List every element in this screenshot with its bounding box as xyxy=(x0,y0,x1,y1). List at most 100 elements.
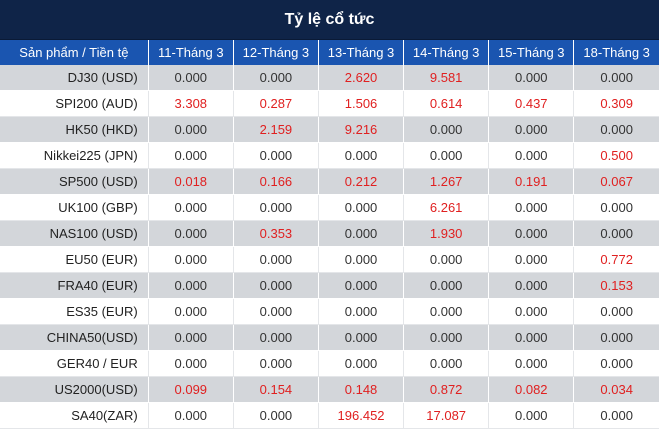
dividend-value-cell: 1.930 xyxy=(403,220,490,247)
dividend-value-cell: 0.614 xyxy=(403,90,490,117)
dividend-value-cell: 0.000 xyxy=(233,65,319,91)
dividend-value-cell: 0.000 xyxy=(318,272,405,299)
dividend-value-cell: 2.620 xyxy=(318,65,405,91)
dividend-value-cell: 0.000 xyxy=(403,272,490,299)
dividend-value-cell: 0.000 xyxy=(233,246,319,273)
dividend-value-cell: 0.000 xyxy=(148,298,234,325)
dividend-value-cell: 0.353 xyxy=(233,220,319,247)
dividend-value-cell: 0.000 xyxy=(488,142,575,169)
dividend-value-cell: 0.000 xyxy=(488,246,575,273)
dividend-table: Sản phẩm / Tiền tệ 11-Tháng 3 12-Tháng 3… xyxy=(0,40,659,429)
dividend-value-cell: 0.000 xyxy=(318,324,405,351)
dividend-value-cell: 196.452 xyxy=(318,402,405,429)
dividend-value-cell: 0.000 xyxy=(148,142,234,169)
dividend-value-cell: 9.216 xyxy=(318,116,405,143)
product-cell: SP500 (USD) xyxy=(0,168,149,195)
dividend-value-cell: 0.212 xyxy=(318,168,405,195)
dividend-value-cell: 0.000 xyxy=(148,272,234,299)
header-row: Sản phẩm / Tiền tệ 11-Tháng 3 12-Tháng 3… xyxy=(0,40,659,65)
dividend-value-cell: 0.000 xyxy=(573,350,659,377)
product-cell: ES35 (EUR) xyxy=(0,298,149,325)
dividend-value-cell: 0.000 xyxy=(233,402,319,429)
dividend-value-cell: 1.506 xyxy=(318,90,405,117)
dividend-value-cell: 0.034 xyxy=(573,376,659,403)
dividend-value-cell: 0.000 xyxy=(488,350,575,377)
product-cell: UK100 (GBP) xyxy=(0,194,149,221)
table-row: DJ30 (USD) 0.000 0.000 2.620 9.581 0.000 0.000 xyxy=(0,65,659,91)
dividend-value-cell: 0.000 xyxy=(233,324,319,351)
product-cell: GER40 / EUR xyxy=(0,350,149,377)
dividend-value-cell: 0.000 xyxy=(148,65,234,91)
dividend-value-cell: 0.000 xyxy=(318,194,405,221)
table-row: UK100 (GBP) 0.000 0.000 0.000 6.261 0.000 0.00… xyxy=(0,194,659,221)
dividend-value-cell: 0.772 xyxy=(573,246,659,273)
dividend-value-cell: 0.500 xyxy=(573,142,659,169)
dividend-value-cell: 0.000 xyxy=(233,298,319,325)
dividend-value-cell: 0.067 xyxy=(573,168,659,195)
table-row: FRA40 (EUR) 0.000 0.000 0.000 0.000 0.000 0.15… xyxy=(0,272,659,299)
product-cell: NAS100 (USD) xyxy=(0,220,149,247)
dividend-value-cell: 0.437 xyxy=(488,90,575,117)
dividend-value-cell: 0.000 xyxy=(488,324,575,351)
product-cell: SA40(ZAR) xyxy=(0,402,149,429)
dividend-value-cell: 0.166 xyxy=(233,168,319,195)
dividend-value-cell: 0.154 xyxy=(233,376,319,403)
dividend-value-cell: 0.000 xyxy=(148,324,234,351)
dividend-value-cell: 0.000 xyxy=(233,194,319,221)
dividend-value-cell: 0.000 xyxy=(233,350,319,377)
dividend-value-cell: 0.000 xyxy=(403,142,490,169)
table-row: ES35 (EUR) 0.000 0.000 0.000 0.000 0.000 0.000 xyxy=(0,298,659,325)
column-header-product: Sản phẩm / Tiền tệ xyxy=(0,40,149,65)
dividend-value-cell: 1.267 xyxy=(403,168,490,195)
product-cell: US2000(USD) xyxy=(0,376,149,403)
dividend-value-cell: 0.191 xyxy=(488,168,575,195)
dividend-value-cell: 0.000 xyxy=(403,324,490,351)
dividend-value-cell: 0.099 xyxy=(148,376,234,403)
table-body: DJ30 (USD) 0.000 0.000 2.620 9.581 0.000 0.000… xyxy=(0,65,659,429)
dividend-value-cell: 0.000 xyxy=(148,116,234,143)
dividend-value-cell: 0.000 xyxy=(318,298,405,325)
dividend-value-cell: 17.087 xyxy=(403,402,490,429)
column-header-date: 11-Tháng 3 xyxy=(148,40,234,65)
dividend-value-cell: 0.000 xyxy=(403,350,490,377)
column-header-date: 13-Tháng 3 xyxy=(318,40,405,65)
table-row: SPI200 (AUD) 3.308 0.287 1.506 0.614 0.437 0.3… xyxy=(0,90,659,117)
dividend-value-cell: 9.581 xyxy=(403,65,490,91)
table-row: US2000(USD) 0.099 0.154 0.148 0.872 0.082 0.03… xyxy=(0,376,659,403)
dividend-value-cell: 0.000 xyxy=(318,220,405,247)
dividend-value-cell: 0.000 xyxy=(488,220,575,247)
dividend-value-cell: 0.000 xyxy=(488,298,575,325)
dividend-value-cell: 0.000 xyxy=(403,116,490,143)
column-header-date: 14-Tháng 3 xyxy=(403,40,490,65)
dividend-value-cell: 0.148 xyxy=(318,376,405,403)
dividend-value-cell: 0.000 xyxy=(573,220,659,247)
dividend-value-cell: 0.000 xyxy=(233,142,319,169)
dividend-value-cell: 0.000 xyxy=(488,272,575,299)
dividend-value-cell: 0.000 xyxy=(233,272,319,299)
dividend-value-cell: 0.000 xyxy=(318,246,405,273)
product-cell: EU50 (EUR) xyxy=(0,246,149,273)
product-cell: HK50 (HKD) xyxy=(0,116,149,143)
dividend-value-cell: 0.000 xyxy=(573,116,659,143)
product-cell: CHINA50(USD) xyxy=(0,324,149,351)
table-row: EU50 (EUR) 0.000 0.000 0.000 0.000 0.000 0.772 xyxy=(0,246,659,273)
column-header-date: 18-Tháng 3 xyxy=(573,40,659,65)
product-cell: Nikkei225 (JPN) xyxy=(0,142,149,169)
table-row: SP500 (USD) 0.018 0.166 0.212 1.267 0.191 0.06… xyxy=(0,168,659,195)
column-header-date: 12-Tháng 3 xyxy=(233,40,319,65)
dividend-value-cell: 0.018 xyxy=(148,168,234,195)
dividend-value-cell: 0.872 xyxy=(403,376,490,403)
dividend-value-cell: 0.000 xyxy=(148,246,234,273)
dividend-value-cell: 0.153 xyxy=(573,272,659,299)
dividend-value-cell: 0.000 xyxy=(148,220,234,247)
product-cell: DJ30 (USD) xyxy=(0,65,149,91)
product-cell: SPI200 (AUD) xyxy=(0,90,149,117)
column-header-date: 15-Tháng 3 xyxy=(488,40,575,65)
dividend-value-cell: 0.000 xyxy=(573,65,659,91)
dividend-value-cell: 2.159 xyxy=(233,116,319,143)
table-row: GER40 / EUR 0.000 0.000 0.000 0.000 0.000 0.00… xyxy=(0,350,659,377)
table-title: Tỷ lệ cổ tức xyxy=(0,0,659,40)
dividend-value-cell: 0.287 xyxy=(233,90,319,117)
dividend-value-cell: 0.000 xyxy=(573,402,659,429)
